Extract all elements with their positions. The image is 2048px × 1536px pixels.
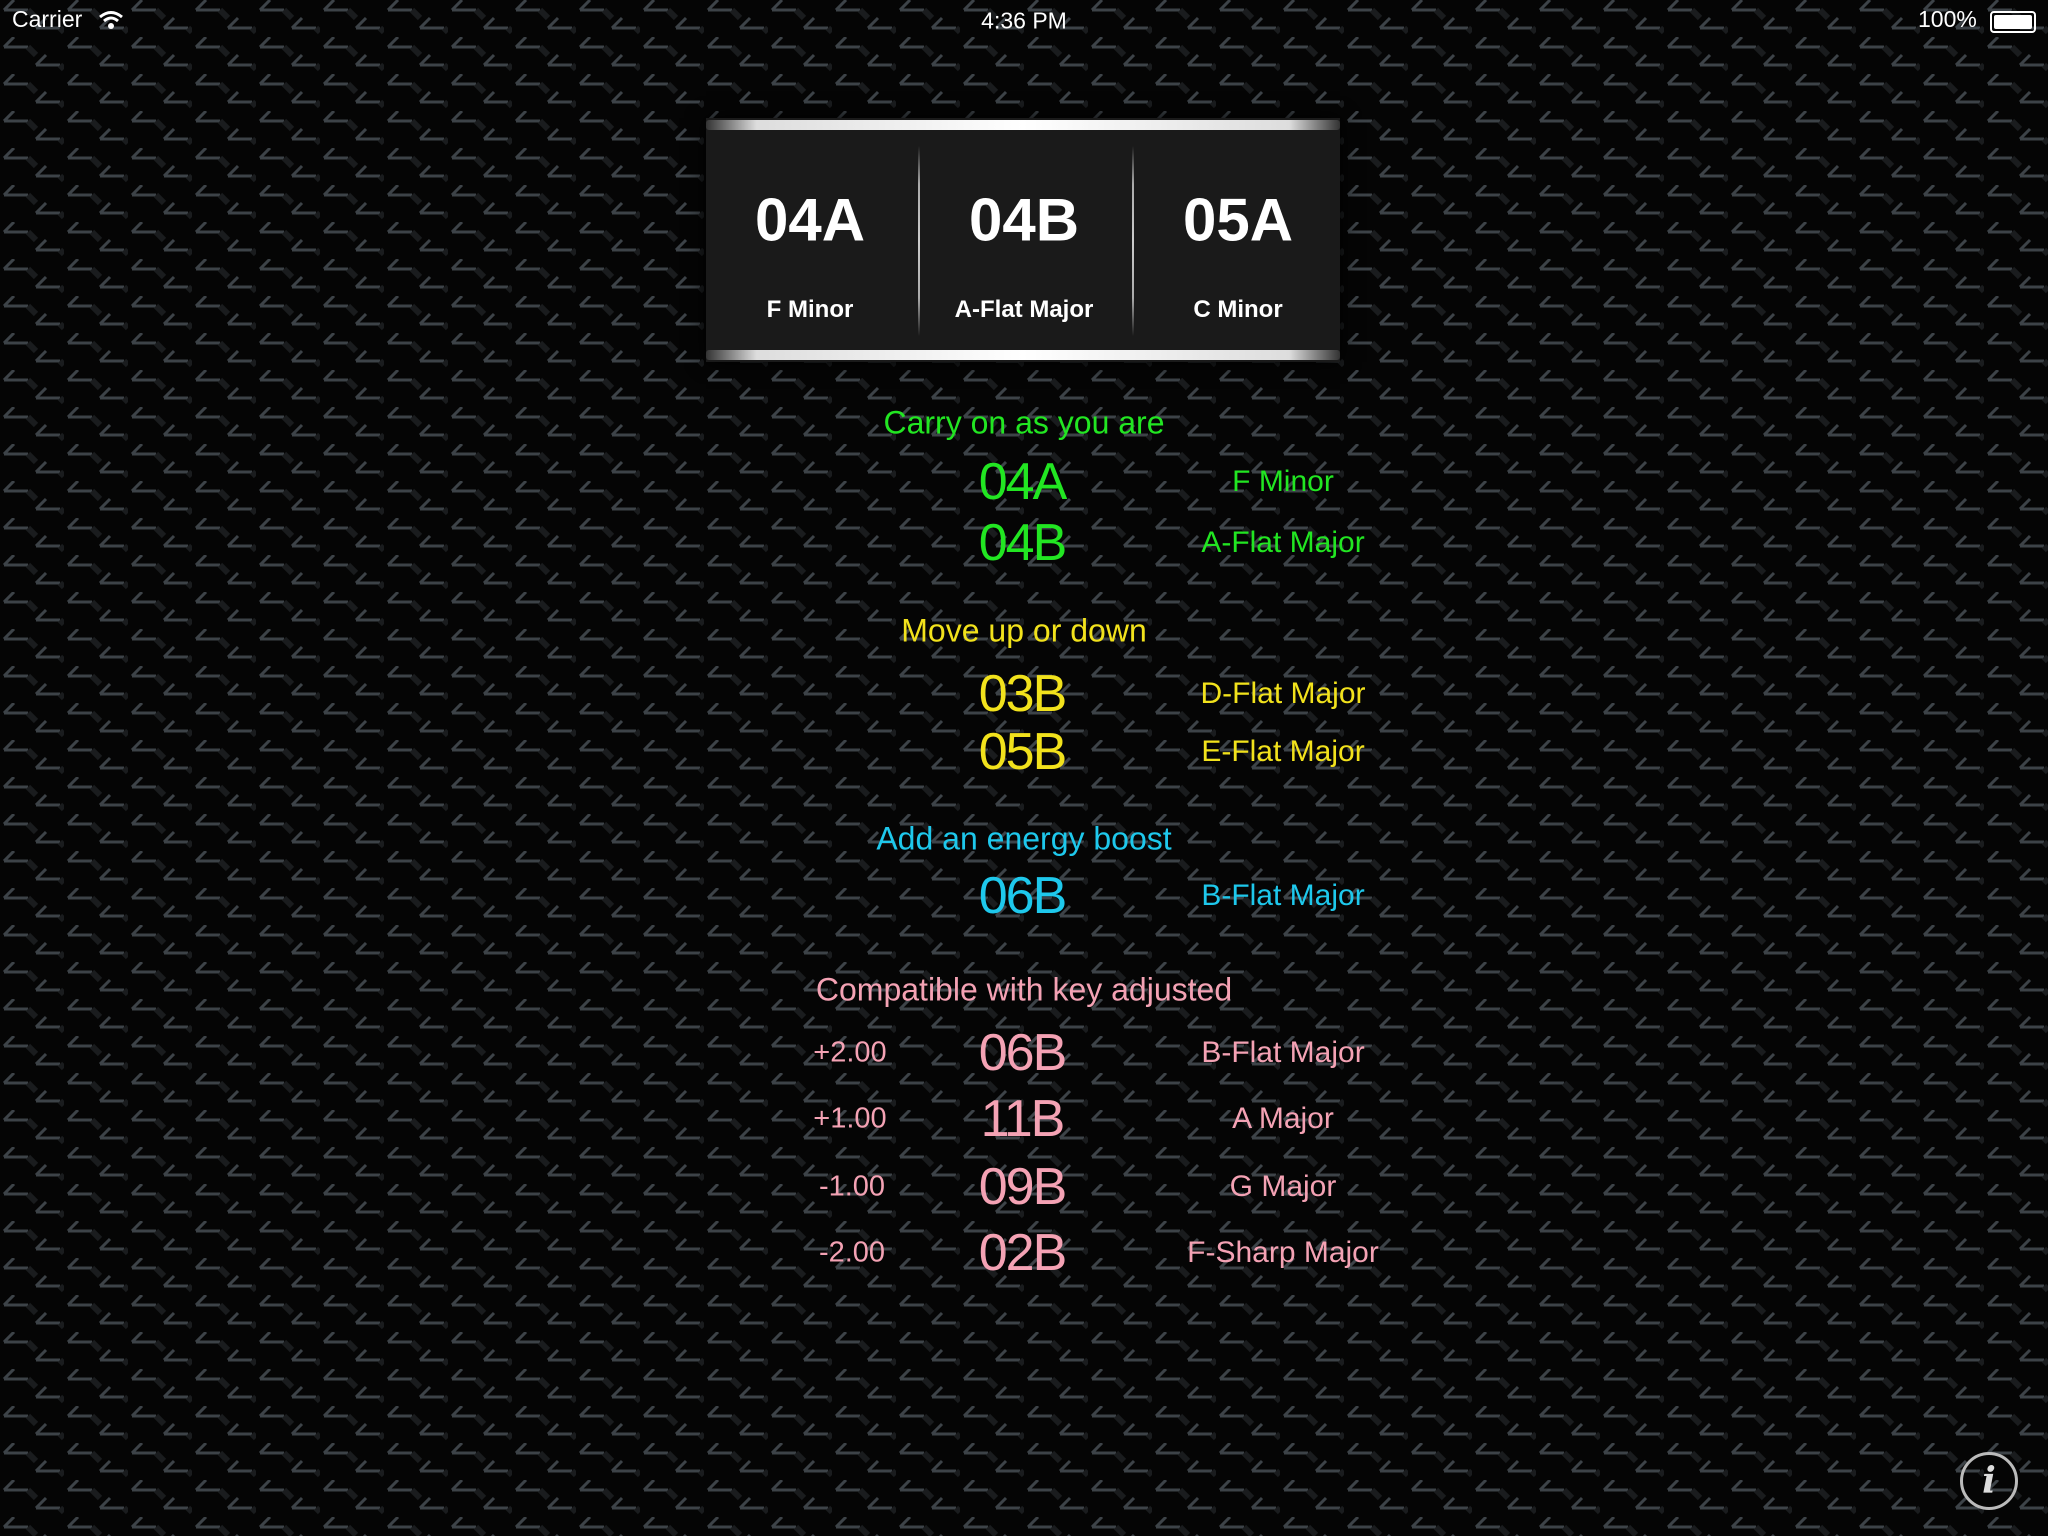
move-code: 03B xyxy=(978,665,1068,723)
move-name: E-Flat Major xyxy=(1201,735,1365,768)
carry-on-code: 04A xyxy=(978,453,1068,511)
compatible-offset: -2.00 xyxy=(818,1236,886,1269)
move-heading: Move up or down xyxy=(901,612,1147,649)
carry-on-code: 04B xyxy=(978,514,1068,572)
energy-heading: Add an energy boost xyxy=(876,820,1172,857)
picker-bottom-bar xyxy=(706,350,1340,360)
compatible-code: 09B xyxy=(978,1158,1068,1216)
compatible-offset: +1.00 xyxy=(813,1102,887,1135)
picker-name-1[interactable]: F Minor xyxy=(766,296,854,323)
compatible-code: 06B xyxy=(978,1024,1068,1082)
key-picker[interactable]: 04A F Minor 04B A-Flat Major 05A C Minor xyxy=(706,118,1340,362)
compatible-name: G Major xyxy=(1229,1170,1337,1203)
compatible-name: A Major xyxy=(1232,1102,1334,1135)
picker-code-2[interactable]: 04B xyxy=(968,186,1080,254)
battery-icon xyxy=(1990,11,2036,33)
move-code: 05B xyxy=(978,723,1068,781)
picker-name-3[interactable]: C Minor xyxy=(1193,296,1283,323)
battery-percent: 100% xyxy=(1918,6,1977,32)
picker-top-bar xyxy=(706,120,1340,130)
compatible-code: 02B xyxy=(978,1224,1068,1282)
energy-code: 06B xyxy=(978,867,1068,925)
wifi-icon xyxy=(99,11,123,29)
picker-divider xyxy=(1132,146,1134,336)
energy-name: B-Flat Major xyxy=(1201,879,1365,912)
compatible-name: B-Flat Major xyxy=(1201,1036,1365,1069)
picker-name-2[interactable]: A-Flat Major xyxy=(954,296,1094,323)
carry-on-name: F Minor xyxy=(1232,465,1334,498)
carry-on-name: A-Flat Major xyxy=(1201,526,1365,559)
compatible-offset: -1.00 xyxy=(818,1170,886,1203)
info-icon[interactable]: i xyxy=(1960,1452,2018,1510)
picker-code-3[interactable]: 05A xyxy=(1182,186,1294,254)
compatible-name: F-Sharp Major xyxy=(1187,1236,1379,1269)
picker-code-1[interactable]: 04A xyxy=(754,186,866,254)
compatible-offset: +2.00 xyxy=(813,1036,887,1069)
picker-divider xyxy=(918,146,920,336)
compatible-heading: Compatible with key adjusted xyxy=(815,971,1233,1008)
clock: 4:36 PM xyxy=(981,7,1067,34)
carrier-label: Carrier xyxy=(12,6,83,32)
carry-on-heading: Carry on as you are xyxy=(883,404,1165,441)
compatible-code: 11B xyxy=(980,1090,1066,1148)
move-name: D-Flat Major xyxy=(1200,677,1366,710)
